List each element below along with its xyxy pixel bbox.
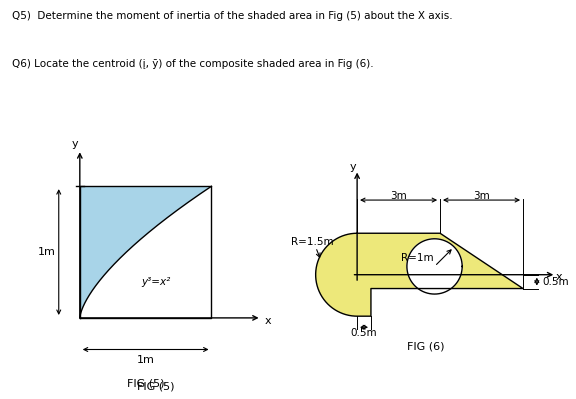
Text: 3m: 3m — [390, 191, 407, 201]
Text: 0.5m: 0.5m — [543, 277, 569, 286]
Text: 1m: 1m — [137, 355, 154, 365]
Text: y: y — [71, 139, 78, 149]
Text: x: x — [556, 272, 562, 282]
Text: y: y — [350, 162, 357, 172]
Text: FIG (5): FIG (5) — [127, 379, 164, 389]
Text: 0.5m: 0.5m — [351, 328, 377, 338]
Text: R=1.5m: R=1.5m — [291, 237, 334, 247]
Text: R=1m: R=1m — [401, 253, 434, 263]
Text: 1m: 1m — [38, 247, 56, 257]
Polygon shape — [80, 186, 211, 318]
Text: FIG (6): FIG (6) — [407, 342, 445, 352]
Text: Q6) Locate the centroid (į, ȳ) of the composite shaded area in Fig (6).: Q6) Locate the centroid (į, ȳ) of the co… — [12, 59, 373, 69]
Text: 3m: 3m — [473, 191, 490, 201]
Text: Q5)  Determine the moment of inertia of the shaded area in Fig (5) about the X a: Q5) Determine the moment of inertia of t… — [12, 12, 452, 22]
Polygon shape — [407, 239, 462, 294]
Text: FIG (5): FIG (5) — [137, 381, 175, 391]
Text: x: x — [265, 316, 271, 326]
Text: y³=x²: y³=x² — [142, 277, 171, 287]
Polygon shape — [316, 233, 523, 316]
